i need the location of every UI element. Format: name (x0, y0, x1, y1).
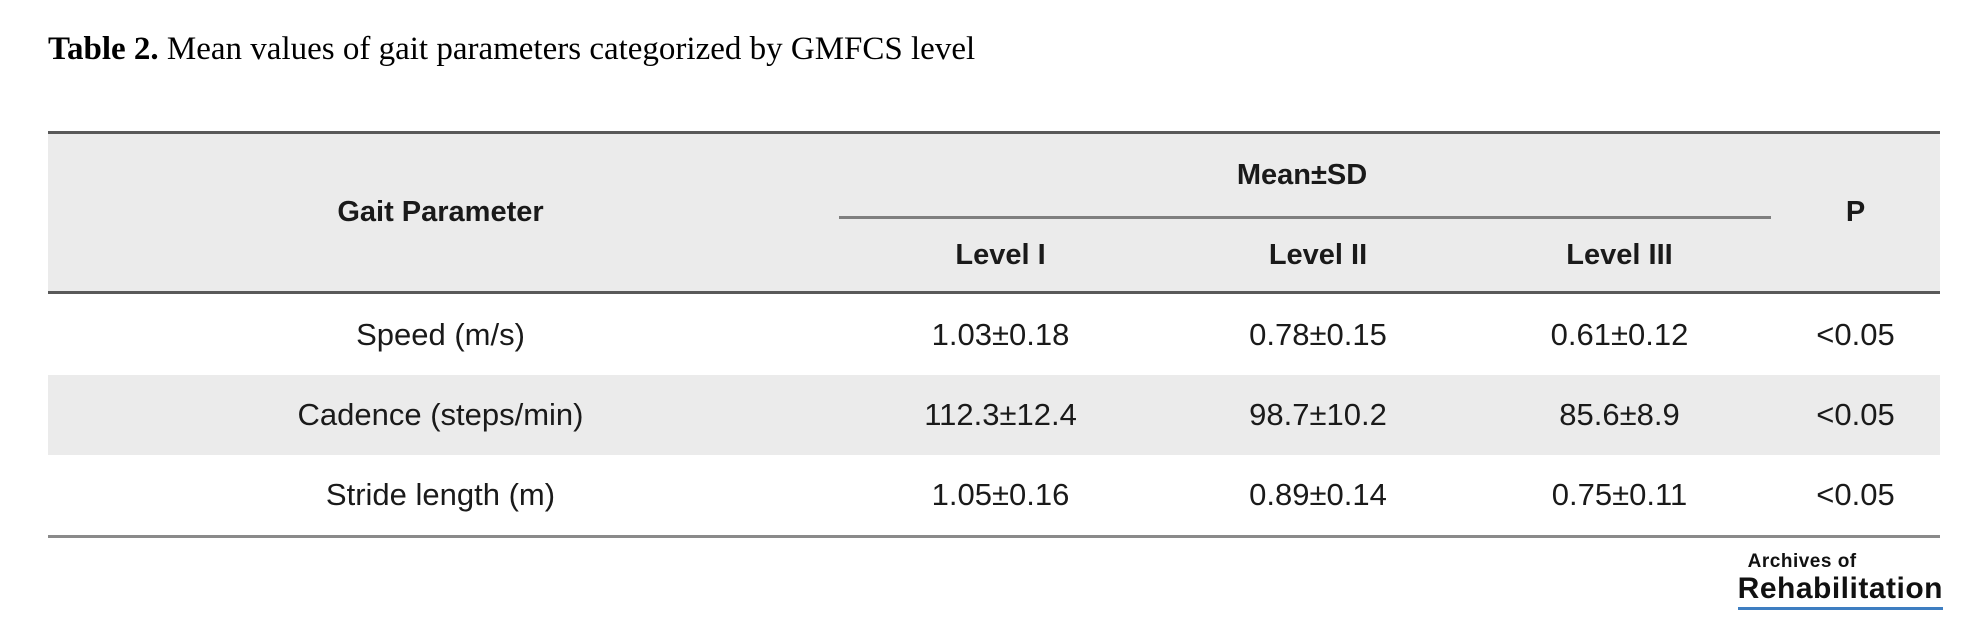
journal-logo: Archives of Rehabilitation (1737, 551, 1943, 610)
header-gait-parameter: Gait Parameter (337, 196, 544, 228)
row-level1-value: 1.05±0.16 (931, 477, 1070, 512)
row-level3-value: 85.6±8.9 (1559, 397, 1680, 432)
table-row-speed: Speed (m/s) 1.03±0.18 0.78±0.15 0.61±0.1… (48, 294, 1940, 375)
journal-logo-archives-of: Archives of (1747, 551, 1857, 572)
header-mean-sd-group: Mean±SD Level I Level II Level III (833, 134, 1771, 291)
row-level2-value: 0.78±0.15 (1249, 316, 1387, 352)
row-level2-value: 0.89±0.14 (1249, 477, 1387, 512)
mean-sd-divider-line (839, 216, 1771, 219)
row-parameter: Stride length (m) (325, 477, 556, 512)
table-body: Speed (m/s) 1.03±0.18 0.78±0.15 0.61±0.1… (48, 294, 1940, 535)
table-caption: Table 2. Mean values of gait parameters … (48, 30, 975, 70)
table-row-stride-length: Stride length (m) 1.05±0.16 0.89±0.14 0.… (48, 455, 1940, 535)
row-level1-value: 1.03±0.18 (931, 316, 1070, 352)
row-level3-value: 0.61±0.12 (1550, 316, 1689, 352)
table-header: Gait Parameter Mean±SD Level I Level II … (48, 134, 1940, 294)
table-caption-number: Table 2. (48, 31, 159, 67)
row-p-value: <0.05 (1816, 477, 1895, 512)
row-p-value: <0.05 (1816, 397, 1895, 432)
header-level-row: Level I Level II Level III (833, 219, 1771, 291)
header-level-1: Level I (955, 238, 1046, 271)
header-level-2: Level II (1268, 238, 1368, 271)
gait-parameters-table: Gait Parameter Mean±SD Level I Level II … (48, 131, 1940, 538)
row-parameter: Cadence (steps/min) (297, 397, 584, 432)
table-row-cadence: Cadence (steps/min) 112.3±12.4 98.7±10.2… (48, 375, 1940, 455)
header-p-value: P (1845, 196, 1866, 228)
row-level1-value: 112.3±12.4 (924, 397, 1077, 432)
row-level2-value: 98.7±10.2 (1249, 397, 1387, 432)
journal-logo-rehabilitation: Rehabilitation (1737, 574, 1943, 610)
table-caption-text: Mean values of gait parameters categoriz… (158, 31, 976, 67)
row-parameter: Speed (m/s) (356, 316, 525, 352)
header-mean-sd: Mean±SD (1236, 158, 1368, 191)
row-level3-value: 0.75±0.11 (1551, 477, 1688, 512)
header-level-3: Level III (1566, 238, 1673, 271)
row-p-value: <0.05 (1816, 316, 1895, 352)
